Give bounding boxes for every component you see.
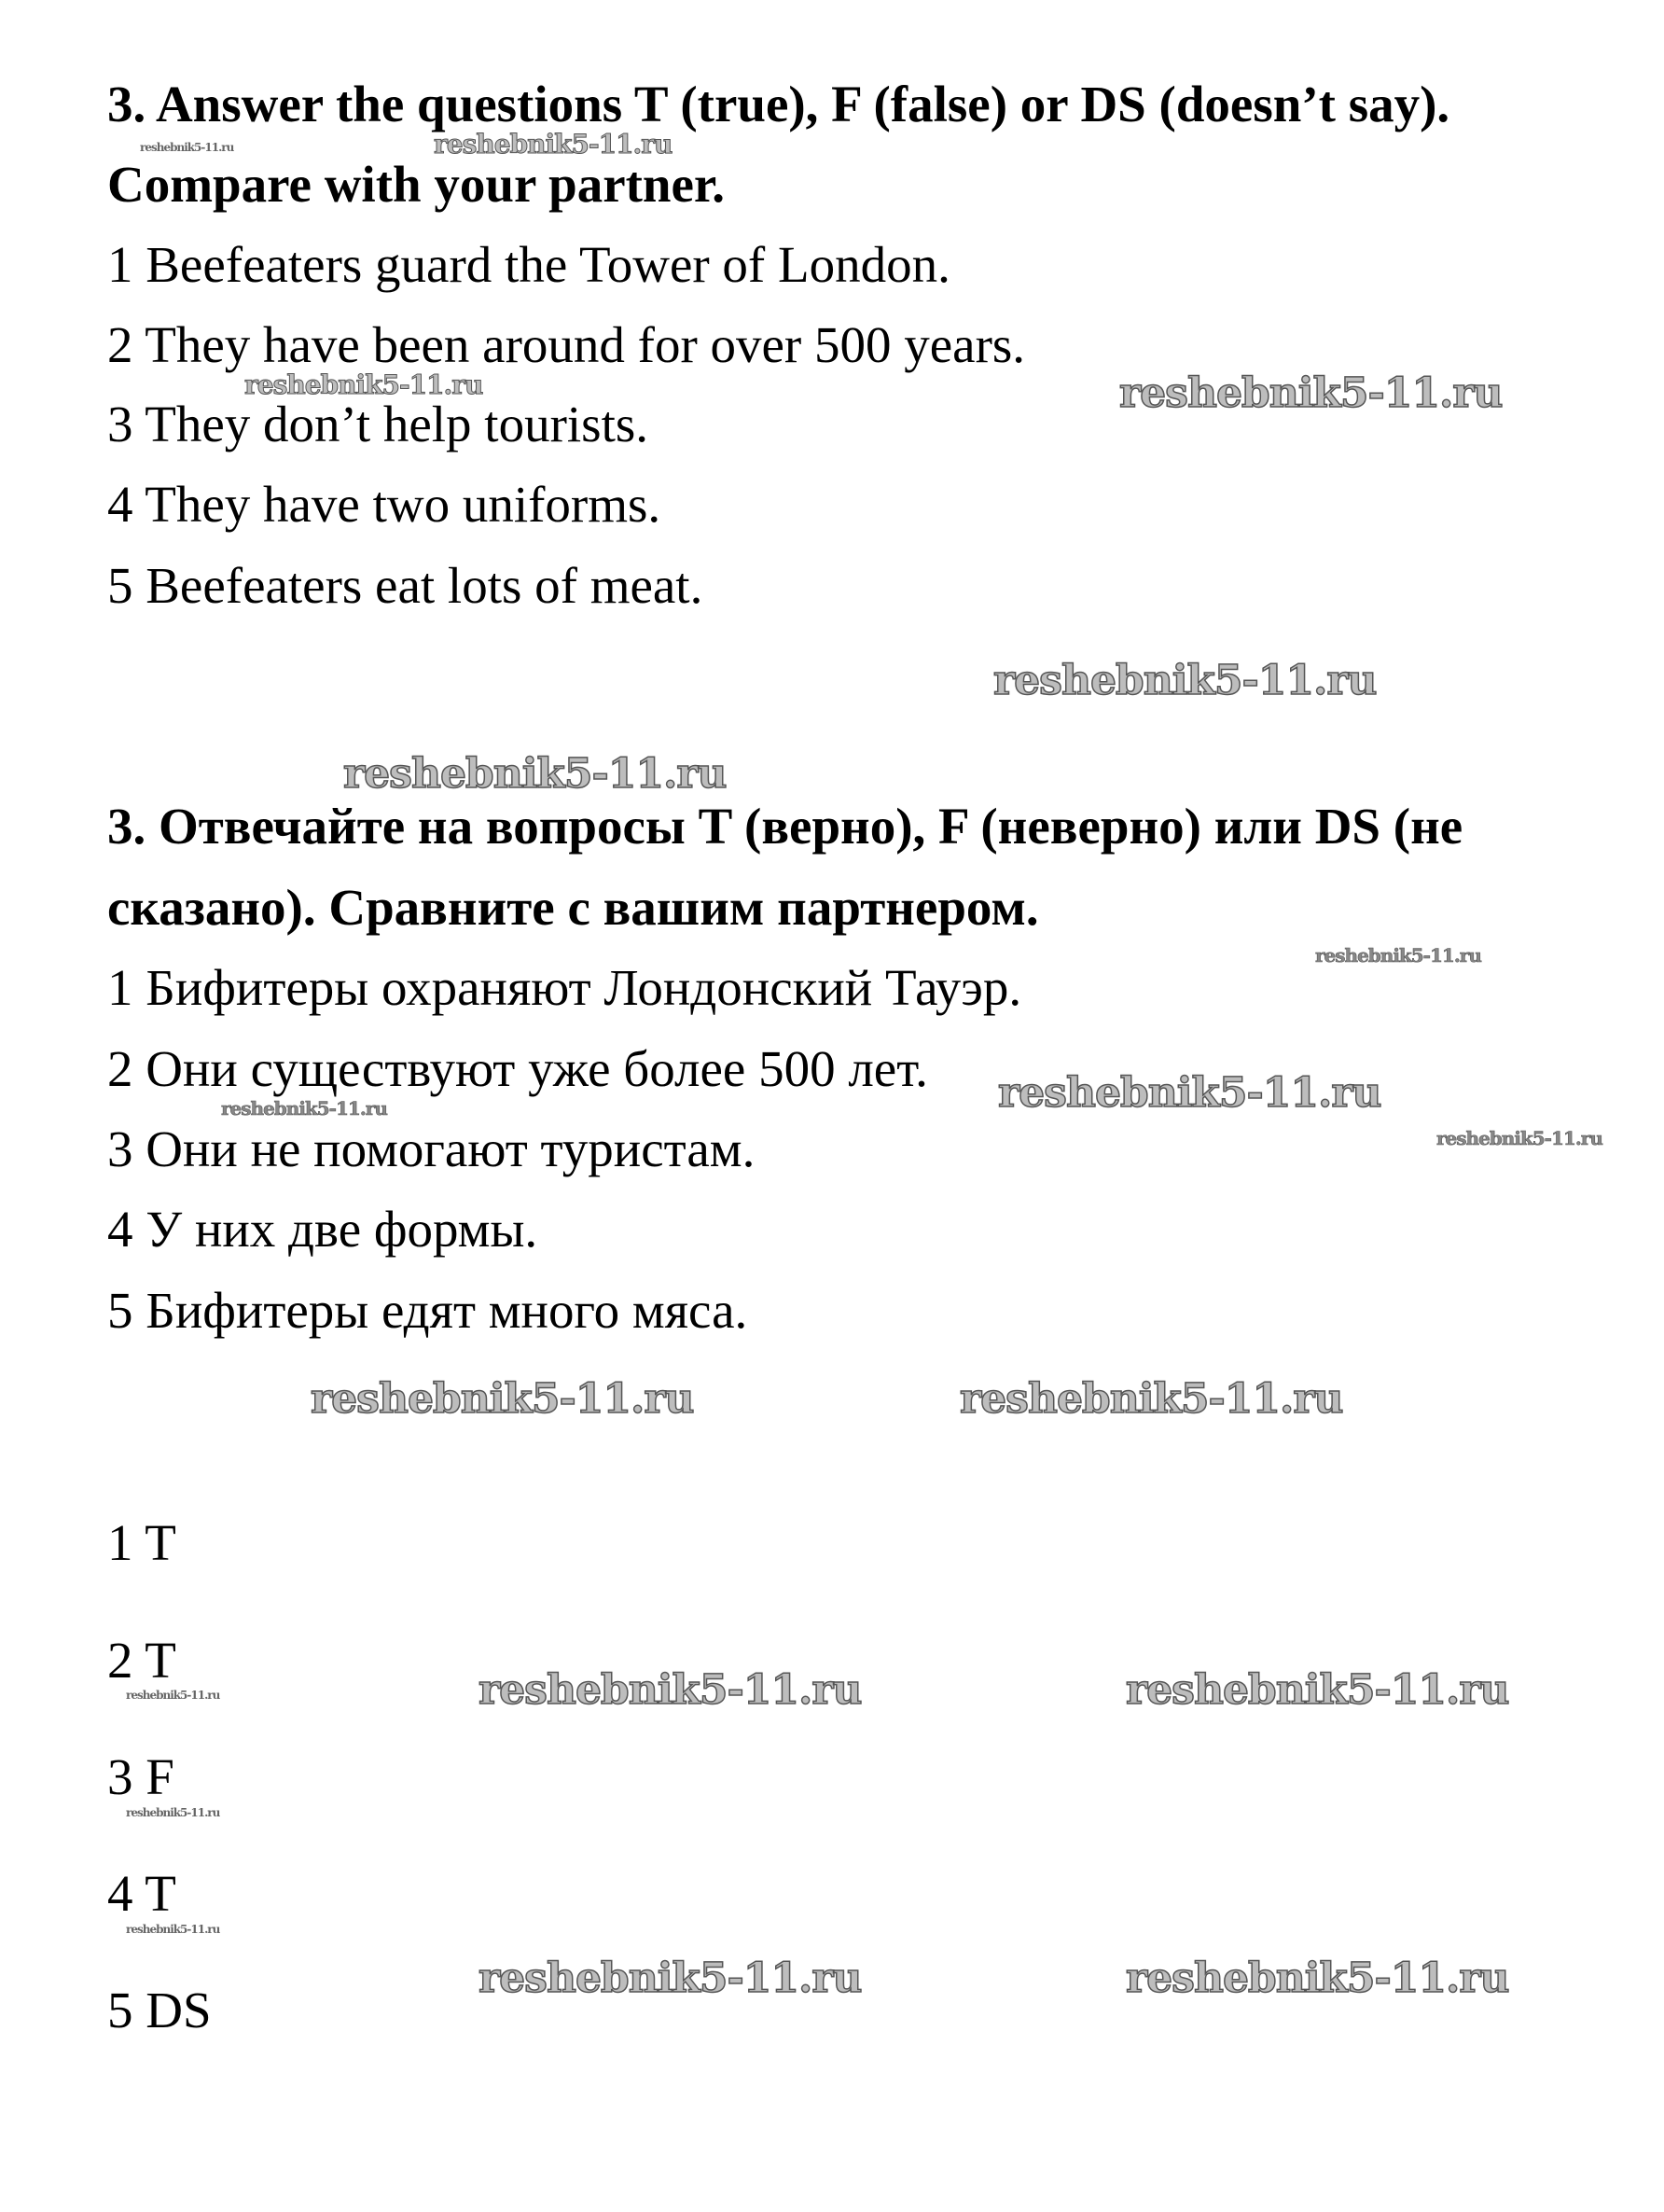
watermark: reshebnik5-11.ru <box>992 657 1378 704</box>
answer-3: 3 F <box>107 1748 174 1805</box>
exercise-heading-en-line2: Compare with your partner. <box>107 156 726 213</box>
watermark: reshebnik5-11.ru <box>1436 1127 1603 1149</box>
watermark: reshebnik5-11.ru <box>126 1923 220 1936</box>
answer-4: 4 T <box>107 1865 176 1922</box>
answer-2: 2 T <box>107 1632 176 1689</box>
watermark: reshebnik5-11.ru <box>126 1689 220 1702</box>
watermark: reshebnik5-11.ru <box>243 369 483 400</box>
answer-1: 1 T <box>107 1514 176 1571</box>
watermark: reshebnik5-11.ru <box>959 1375 1344 1423</box>
statement-ru-5: 5 Бифитеры едят много мяса. <box>107 1282 748 1339</box>
statement-ru-4: 4 У них две формы. <box>107 1201 538 1258</box>
statement-ru-2: 2 Они существуют уже более 500 лет. <box>107 1040 928 1097</box>
statement-en-1: 1 Beefeaters guard the Tower of London. <box>107 236 950 293</box>
watermark: reshebnik5-11.ru <box>1315 944 1482 967</box>
statement-en-4: 4 They have two uniforms. <box>107 476 661 533</box>
statement-en-5: 5 Beefeaters eat lots of meat. <box>107 557 703 614</box>
watermark: reshebnik5-11.ru <box>221 1097 388 1120</box>
watermark: reshebnik5-11.ru <box>433 129 673 160</box>
watermark: reshebnik5-11.ru <box>478 1955 863 2002</box>
watermark: reshebnik5-11.ru <box>1125 1666 1510 1714</box>
statement-en-2: 2 They have been around for over 500 yea… <box>107 316 1026 373</box>
watermark: reshebnik5-11.ru <box>126 1806 220 1819</box>
watermark: reshebnik5-11.ru <box>1118 369 1504 417</box>
watermark: reshebnik5-11.ru <box>1125 1955 1510 2002</box>
exercise-heading-ru-line1: 3. Отвечайте на вопросы T (верно), F (не… <box>107 798 1463 855</box>
exercise-heading-ru-line2: сказано). Сравните с вашим партнером. <box>107 879 1039 936</box>
answer-5: 5 DS <box>107 1982 212 2038</box>
statement-ru-1: 1 Бифитеры охраняют Лондонский Тауэр. <box>107 959 1022 1016</box>
watermark: reshebnik5-11.ru <box>342 750 728 798</box>
watermark: reshebnik5-11.ru <box>478 1666 863 1714</box>
exercise-heading-en-line1: 3. Answer the questions T (true), F (fal… <box>107 76 1450 132</box>
watermark: reshebnik5-11.ru <box>140 141 234 154</box>
watermark: reshebnik5-11.ru <box>997 1069 1382 1117</box>
watermark: reshebnik5-11.ru <box>310 1375 695 1423</box>
statement-ru-3: 3 Они не помогают туристам. <box>107 1120 756 1177</box>
statement-en-3: 3 They don’t help tourists. <box>107 396 649 452</box>
